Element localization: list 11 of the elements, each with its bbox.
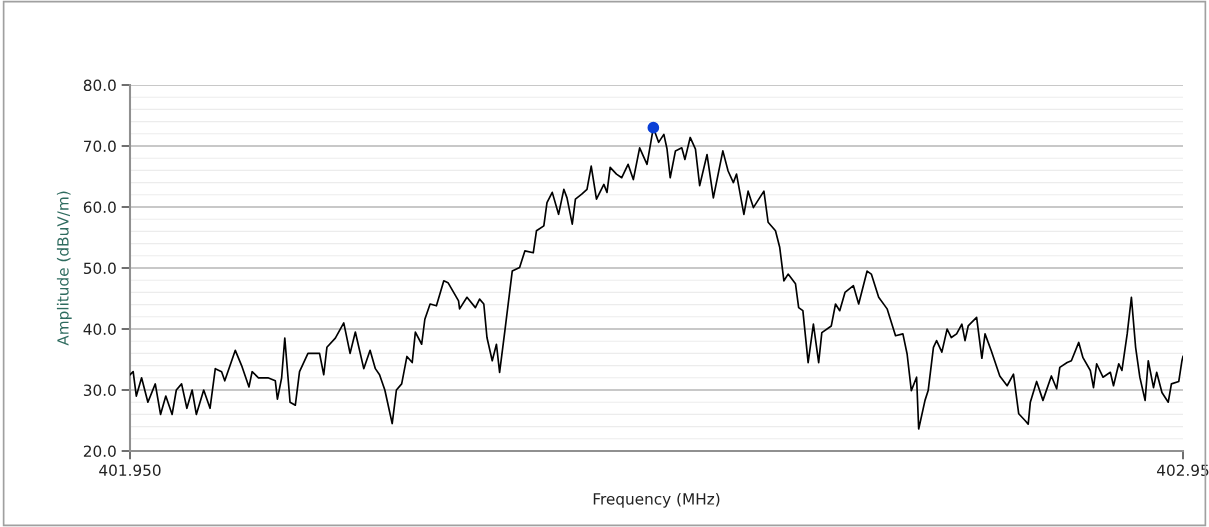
y-tick-label: 30.0 bbox=[83, 384, 116, 397]
y-tick-label: 70.0 bbox=[84, 140, 116, 153]
y-tick-label: 40.0 bbox=[83, 323, 116, 336]
y-tick-label: 60.0 bbox=[83, 201, 116, 214]
x-tick-label: 401.950 bbox=[99, 464, 161, 477]
x-tick-label: 402.95 bbox=[1157, 464, 1209, 477]
y-axis-title: Amplitude (dBuV/m) bbox=[56, 191, 72, 346]
x-axis-title: Frequency (MHz) bbox=[593, 492, 720, 508]
y-tick-label: 20.0 bbox=[83, 445, 116, 458]
y-tick-label: 80.0 bbox=[83, 79, 116, 92]
y-tick-label: 50.0 bbox=[83, 262, 116, 275]
